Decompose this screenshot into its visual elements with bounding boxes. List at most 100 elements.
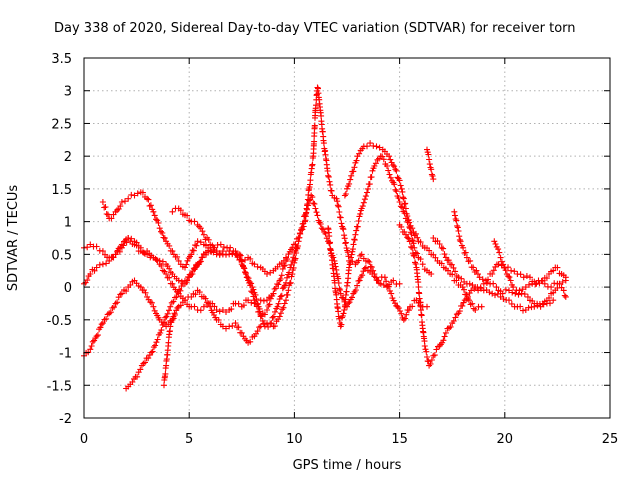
data-point	[166, 274, 173, 281]
data-point	[254, 263, 261, 270]
data-point	[356, 277, 363, 284]
data-point	[469, 300, 476, 307]
data-point	[402, 200, 409, 207]
data-point	[367, 263, 374, 270]
data-point	[99, 199, 106, 205]
data-point	[491, 238, 498, 245]
data-point	[352, 231, 359, 238]
data-point	[506, 297, 512, 304]
data-point	[520, 307, 526, 314]
data-point	[456, 233, 463, 240]
data-point	[174, 304, 181, 311]
data-point	[326, 233, 333, 240]
data-point	[103, 315, 110, 322]
data-point	[405, 216, 412, 223]
data-point	[162, 314, 169, 321]
data-point	[325, 173, 332, 180]
data-point	[423, 348, 430, 355]
data-point	[450, 264, 457, 271]
data-point	[120, 242, 127, 249]
data-point	[220, 244, 227, 251]
data-point	[177, 287, 184, 294]
y-tick-label: -2	[59, 412, 72, 427]
data-point	[490, 267, 497, 274]
data-point	[280, 304, 287, 311]
data-point	[412, 260, 419, 267]
data-point	[289, 258, 296, 265]
data-point	[326, 178, 333, 185]
data-point	[546, 294, 552, 301]
data-point	[197, 258, 204, 265]
data-point	[496, 249, 503, 256]
data-point	[454, 224, 461, 231]
data-point	[452, 314, 459, 321]
data-point	[93, 243, 100, 250]
data-point	[300, 223, 307, 230]
data-point	[400, 316, 407, 323]
data-point	[409, 303, 416, 310]
series-track-4	[123, 241, 300, 392]
data-point	[87, 346, 94, 353]
data-point	[248, 280, 255, 287]
data-point	[347, 176, 354, 183]
data-point	[397, 182, 404, 189]
data-point	[105, 211, 111, 218]
data-point	[151, 307, 158, 314]
data-point	[245, 275, 252, 282]
data-point	[414, 234, 421, 241]
data-point	[318, 112, 325, 119]
data-point	[336, 209, 343, 215]
data-point	[485, 276, 491, 283]
data-point	[313, 209, 320, 216]
data-point	[272, 308, 278, 315]
data-point	[521, 291, 528, 298]
data-point	[527, 274, 533, 281]
data-point	[367, 140, 374, 147]
data-point	[312, 205, 319, 212]
data-point	[275, 300, 282, 307]
data-point	[244, 274, 251, 281]
data-point	[340, 310, 347, 317]
data-point	[331, 279, 338, 286]
data-point	[562, 274, 569, 281]
data-point	[257, 297, 264, 304]
data-point	[117, 203, 124, 210]
data-point	[492, 241, 499, 247]
data-point	[276, 313, 283, 320]
data-point	[532, 281, 539, 288]
y-tick-label: -1.5	[47, 379, 72, 394]
data-point	[93, 264, 100, 271]
y-tick-label: -0.5	[47, 314, 72, 329]
data-point	[127, 282, 134, 288]
data-point	[354, 282, 361, 289]
data-point	[272, 285, 279, 292]
data-point	[278, 272, 285, 279]
data-point	[177, 207, 184, 214]
data-point	[494, 290, 501, 297]
data-point	[348, 251, 355, 258]
data-point	[459, 284, 466, 291]
data-point	[388, 290, 395, 297]
data-point	[118, 290, 125, 297]
data-point	[301, 212, 308, 219]
data-point	[290, 254, 297, 261]
data-point	[228, 306, 235, 313]
data-point	[426, 247, 433, 254]
data-point	[398, 310, 405, 317]
data-point	[322, 230, 329, 237]
data-point	[237, 252, 244, 259]
data-point	[99, 248, 106, 255]
y-tick-label: 3	[64, 85, 72, 100]
data-point	[548, 284, 555, 291]
data-point	[123, 288, 130, 295]
y-axis-label: SDTVAR / TECUs	[6, 185, 21, 292]
data-point	[270, 290, 277, 297]
data-point	[373, 143, 380, 150]
data-point	[361, 265, 368, 272]
data-point	[223, 309, 229, 315]
data-point	[454, 222, 461, 229]
data-point	[489, 290, 496, 297]
data-point	[550, 297, 557, 304]
y-tick-label: 0.5	[51, 248, 72, 263]
